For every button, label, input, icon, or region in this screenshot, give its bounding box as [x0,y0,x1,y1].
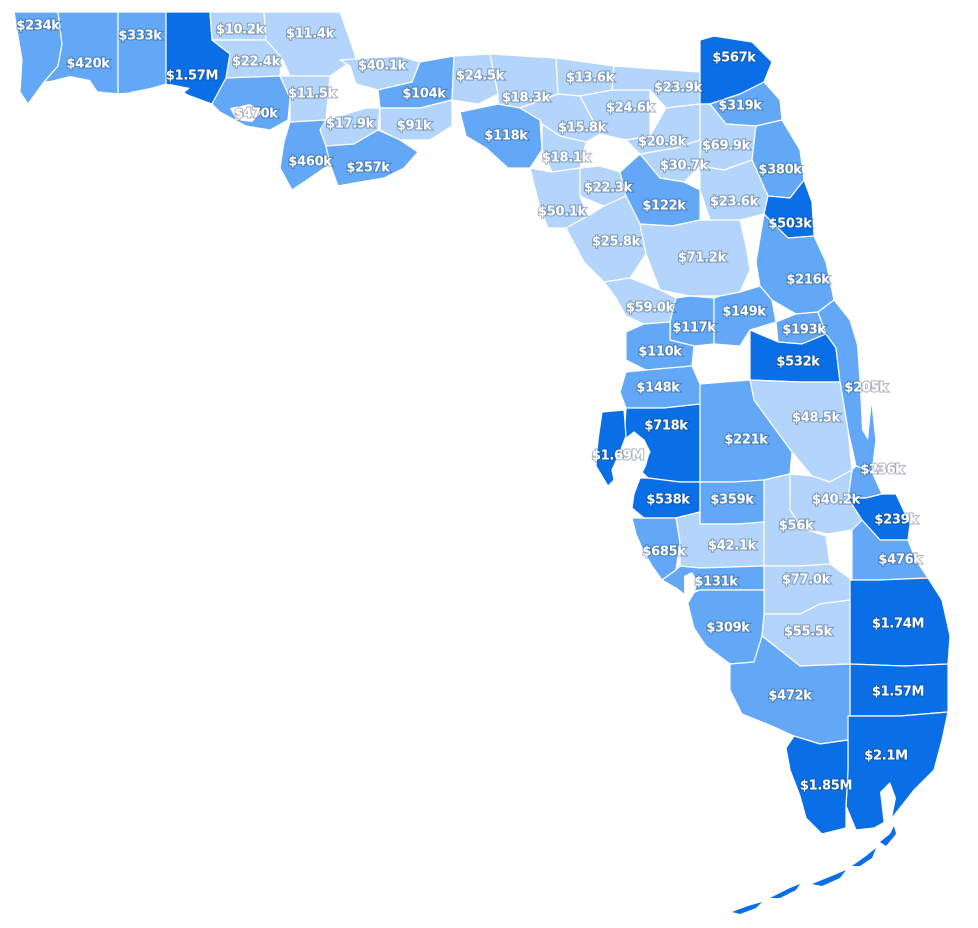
value-label-escambia: $234k [16,19,60,34]
value-label-sumter: $117k [672,321,716,336]
county-hernando[interactable] [625,321,695,371]
value-label-dixie: $50.1k [538,205,587,220]
county-wakulla[interactable] [379,99,453,141]
key-island-5 [880,826,896,846]
value-labels: $234k $420k $333k $1.57M $10.2k $22.4k $11.4k $… [15,17,925,794]
counties-layer [13,11,951,835]
value-label-monroe: $1.85M [800,779,852,794]
value-label-nassau: $567k [712,51,756,66]
value-label-seminole: $193k [782,323,826,338]
value-label-marion: $71.2k [678,251,727,266]
value-label-gadsden: $40.1k [358,59,407,74]
county-gulf[interactable] [279,119,331,191]
value-label-pasco: $148k [636,381,680,396]
value-label-okeechobee: $40.2k [812,493,861,508]
value-label-osceola: $48.5k [792,411,841,426]
value-label-duval: $319k [718,99,762,114]
county-bay[interactable] [211,75,291,131]
value-label-desoto: $42.1k [708,539,757,554]
county-franklin[interactable] [325,129,419,187]
value-label-glades: $77.0k [782,573,831,588]
value-label-flagler: $503k [768,217,812,232]
value-label-wakulla: $91k [397,119,432,134]
value-label-calhoun: $11.5k [288,87,337,102]
value-label-liberty: $17.9k [326,117,375,132]
county-miami-dade[interactable] [845,711,949,831]
value-label-highlands: $56k [779,519,814,534]
water-features [44,76,896,826]
value-label-taylor: $118k [484,129,528,144]
value-label-gulf: $460k [288,155,332,170]
value-label-lafayette: $18.1k [542,151,591,166]
value-label-st-lucie: $239k [874,513,918,528]
value-label-manatee: $538k [646,493,690,508]
value-label-citrus: $59.0k [626,301,675,316]
value-label-pinellas: $1.69M [592,449,644,464]
value-label-hendry: $55.5k [784,625,833,640]
value-label-suwannee: $15.8k [558,121,607,136]
value-label-broward: $1.57M [872,685,924,700]
value-label-lake: $149k [722,305,766,320]
value-label-bradford: $30.7k [660,159,709,174]
value-label-indian-river: $236k [860,463,904,478]
value-label-bay: $470k [234,107,278,122]
value-label-franklin: $257k [346,161,390,176]
key-island-4 [852,848,876,866]
value-label-holmes: $10.2k [216,23,265,38]
key-island-2 [770,884,800,898]
florida-keys [732,826,896,914]
county-lake[interactable] [713,285,777,347]
value-label-miami-dade: $2.1M [864,749,908,764]
value-label-levy: $25.8k [592,235,641,250]
county-hillsborough[interactable] [623,403,701,483]
value-label-hardee: $359k [710,493,754,508]
value-label-clay: $69.9k [702,139,751,154]
value-label-baker: $23.9k [654,81,703,96]
value-label-santa-rosa: $420k [66,57,110,72]
value-label-hamilton: $13.6k [566,71,615,86]
county-desoto[interactable] [675,511,765,569]
value-label-brevard: $205k [844,381,888,396]
value-label-st-johns: $380k [758,163,802,178]
value-label-collier: $472k [768,689,812,704]
value-label-union: $20.8k [638,135,687,150]
value-label-hillsborough: $718k [644,419,688,434]
value-label-columbia: $24.6k [606,101,655,116]
value-label-orange: $532k [776,355,820,370]
value-label-putnam: $23.6k [710,195,759,210]
value-label-palm-beach: $1.74M [872,617,924,632]
value-label-charlotte: $131k [694,575,738,590]
key-island-3 [812,870,846,886]
county-okaloosa[interactable] [117,11,167,95]
value-label-jackson: $11.4k [286,27,335,42]
value-label-madison: $18.3k [502,91,551,106]
value-label-polk: $221k [724,433,768,448]
value-label-walton: $1.57M [166,69,218,84]
value-label-gilchrist: $22.3k [584,181,633,196]
value-label-leon: $104k [402,87,446,102]
county-taylor[interactable] [459,103,543,169]
value-label-lee: $309k [706,621,750,636]
key-island-1 [732,902,762,914]
value-label-washington: $22.4k [232,55,281,70]
value-label-alachua: $122k [642,199,686,214]
value-label-martin: $476k [878,553,922,568]
value-label-sarasota: $685k [642,545,686,560]
value-label-hernando: $110k [638,345,682,360]
value-label-jefferson: $24.5k [456,69,505,84]
county-jefferson[interactable] [451,53,499,105]
value-label-okaloosa: $333k [118,29,162,44]
value-label-volusia: $216k [786,273,830,288]
county-monroe[interactable] [785,735,849,835]
